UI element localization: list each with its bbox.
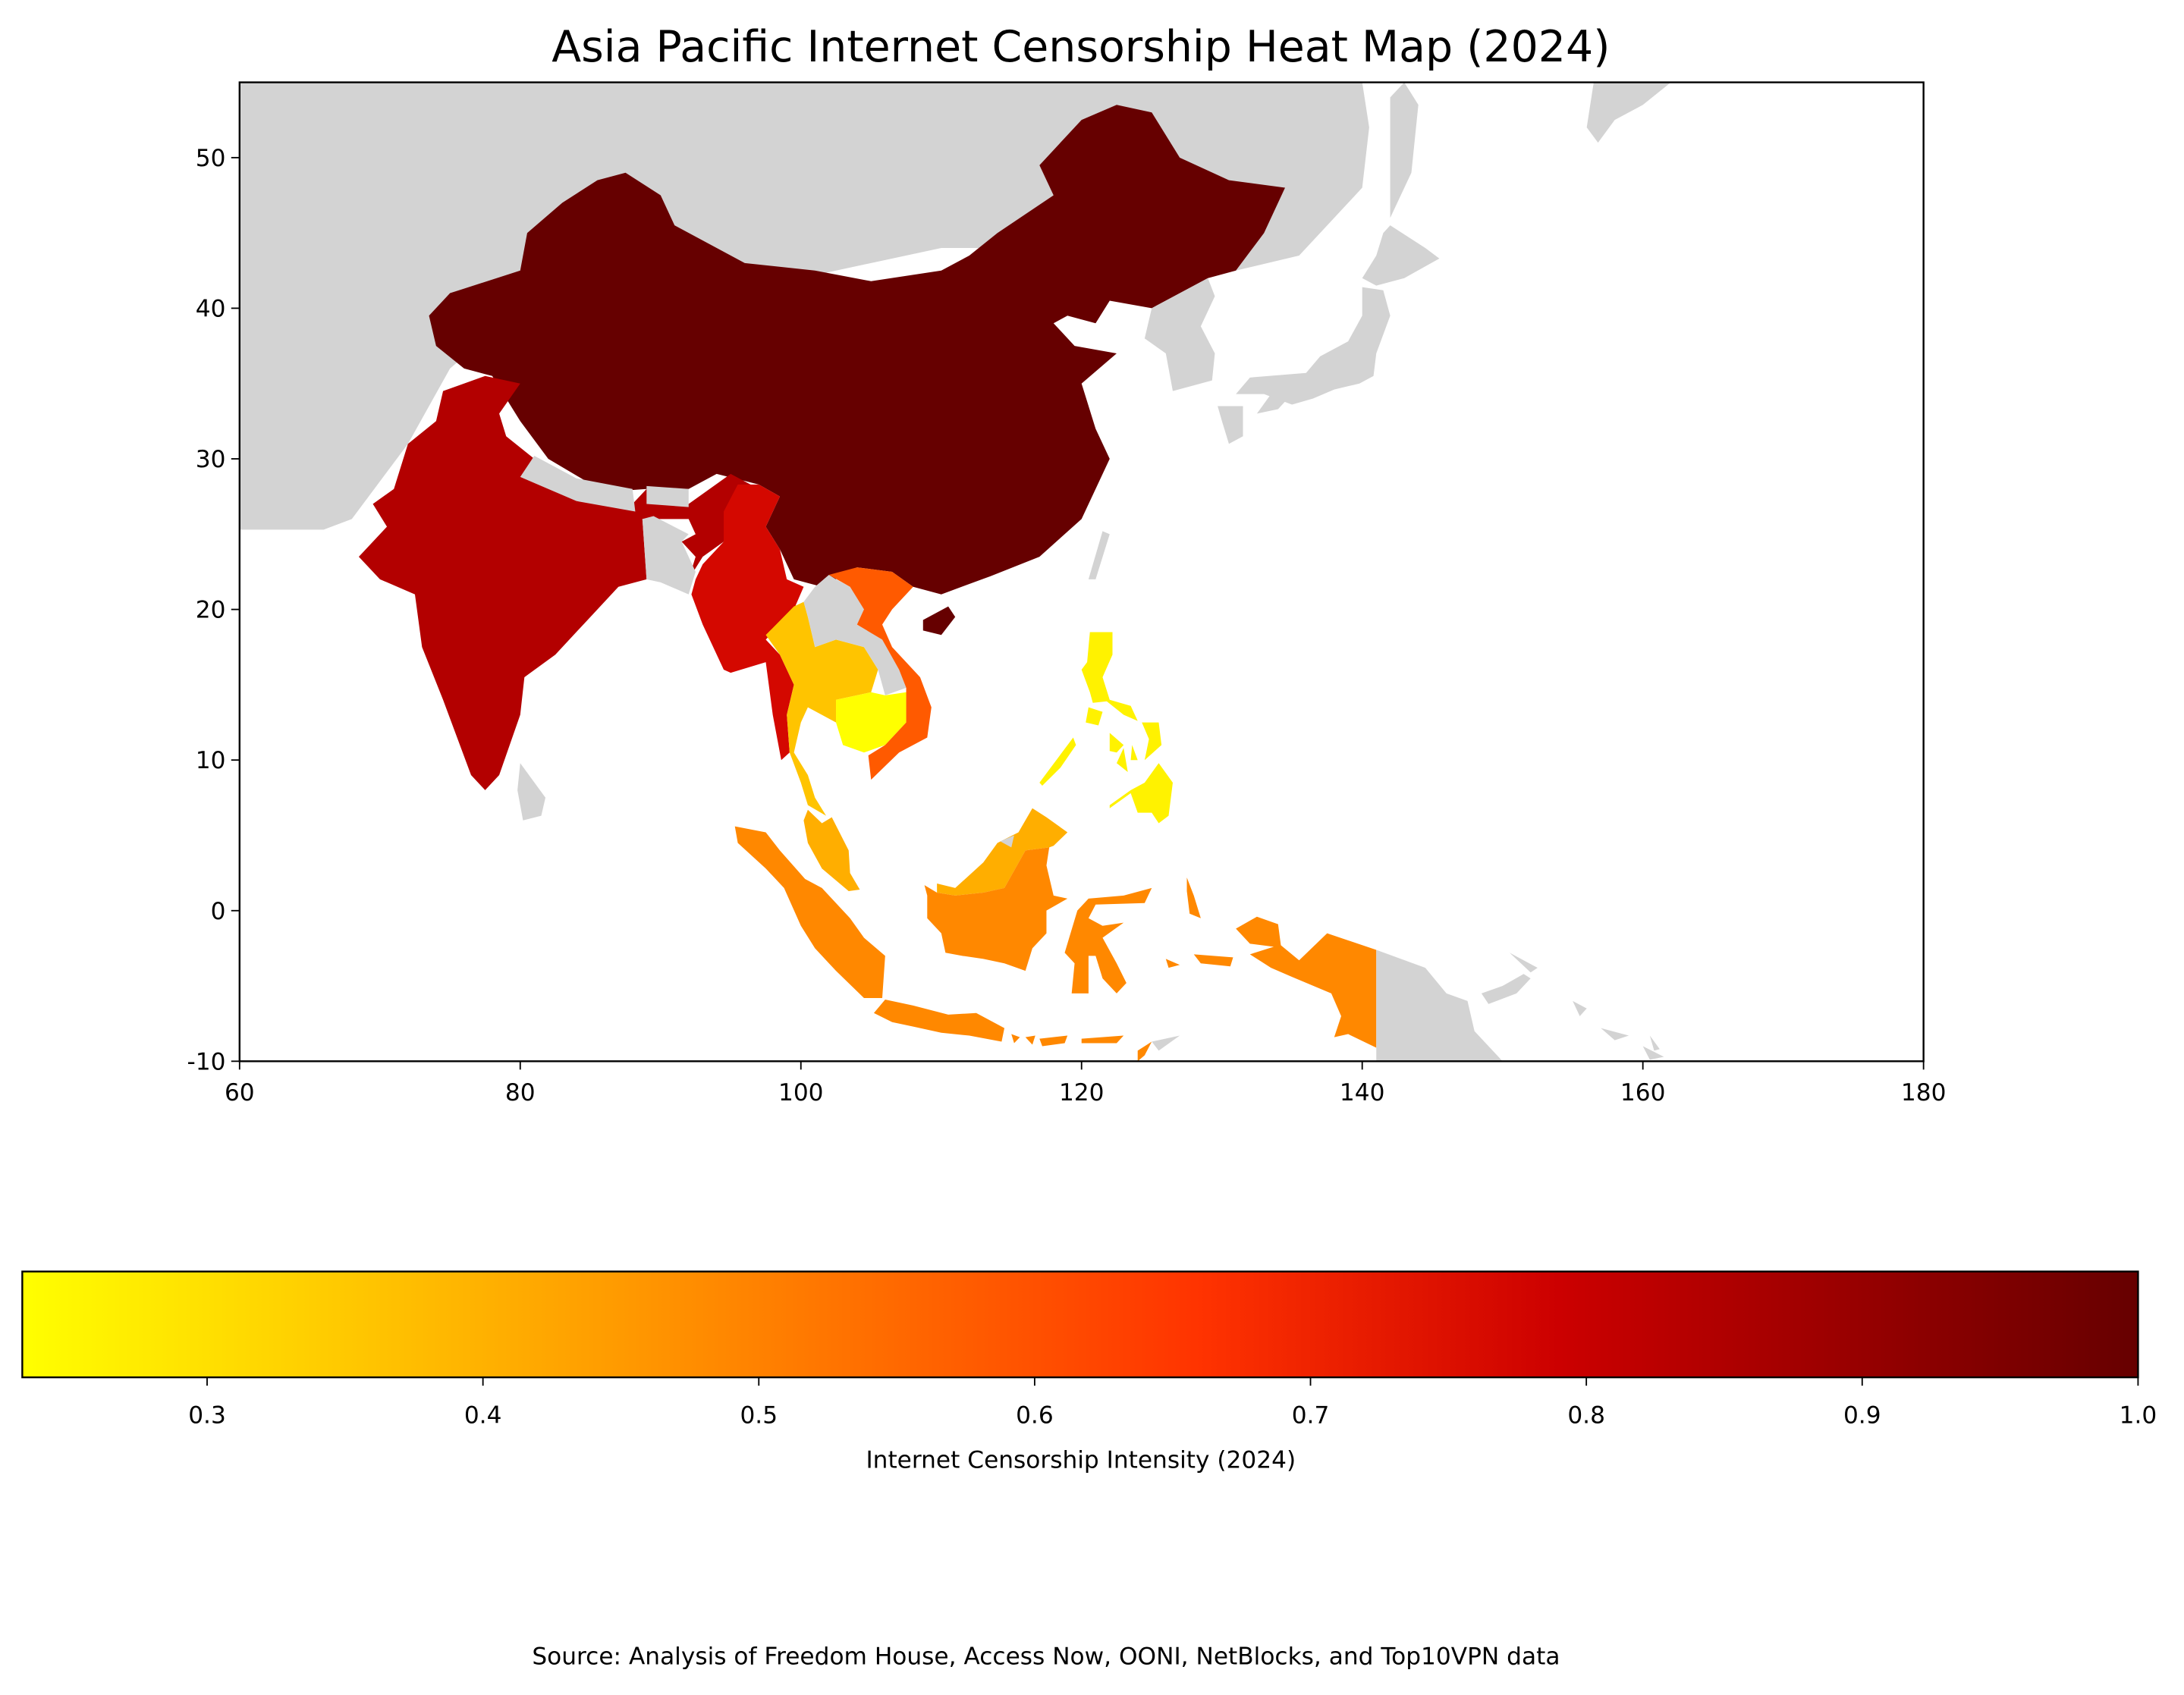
- x-tick-label: 140: [1340, 1079, 1385, 1106]
- y-tick-label: 30: [196, 446, 226, 473]
- country-png: [1376, 950, 1538, 1062]
- colorbar-tick-label: 1.0: [2120, 1402, 2157, 1430]
- x-tick-label: 120: [1059, 1079, 1105, 1106]
- country-kamchatka: [1586, 82, 1671, 143]
- country-sri-lanka: [517, 763, 546, 821]
- colorbar-tick-label: 0.9: [1843, 1402, 1881, 1430]
- country-brunei: [1000, 835, 1014, 848]
- map-area: [239, 82, 1671, 1062]
- colorbar-ticks: 0.3 0.4 0.5 0.6 0.7 0.8 0.9 1.0: [188, 1377, 2157, 1430]
- country-sakhalin: [1390, 82, 1419, 218]
- axes-frame: [238, 81, 1925, 1063]
- y-axis: -10 0 10 20 30 40 50: [187, 145, 240, 1075]
- country-japan: [1218, 225, 1440, 444]
- colorbar-tick-label: 0.6: [1016, 1402, 1054, 1430]
- colorbar-tick-label: 0.3: [188, 1402, 226, 1430]
- country-laos: [803, 574, 907, 695]
- x-tick-label: 80: [505, 1079, 536, 1106]
- country-myanmar: [691, 484, 804, 761]
- colorbar-tick-label: 0.8: [1567, 1402, 1605, 1430]
- x-axis: 60 80 100 120 140 160 180: [225, 1061, 1946, 1106]
- country-nepal: [520, 456, 636, 512]
- country-philippines: [1039, 632, 1173, 824]
- source-note: Source: Analysis of Freedom House, Acces…: [532, 1643, 1560, 1670]
- colorbar-tick-label: 0.4: [464, 1402, 502, 1430]
- country-malaysia: [803, 808, 1068, 896]
- x-tick-label: 60: [225, 1079, 255, 1106]
- x-tick-label: 100: [778, 1079, 824, 1106]
- y-tick-label: 40: [196, 295, 226, 322]
- colorbar-tick-label: 0.5: [740, 1402, 778, 1430]
- country-vietnam: [828, 567, 932, 780]
- x-tick-label: 160: [1620, 1079, 1666, 1106]
- y-tick-label: -10: [187, 1048, 225, 1075]
- country-timor-leste: [1152, 1035, 1180, 1051]
- country-bhutan: [646, 485, 689, 507]
- country-india: [358, 375, 759, 790]
- x-tick-label: 180: [1901, 1079, 1947, 1106]
- colorbar: [21, 1270, 2139, 1379]
- colorbar-label: Internet Censorship Intensity (2024): [866, 1446, 1296, 1474]
- country-cambodia: [836, 692, 907, 753]
- country-china: [429, 105, 1285, 636]
- y-tick-label: 50: [196, 145, 226, 172]
- country-bangladesh: [642, 516, 696, 595]
- colorbar-tick-label: 0.7: [1292, 1402, 1330, 1430]
- y-tick-label: 20: [196, 597, 226, 624]
- y-tick-label: 0: [211, 898, 226, 925]
- chart-title: Asia Pacific Internet Censorship Heat Ma…: [551, 22, 1610, 72]
- y-tick-label: 10: [196, 747, 226, 774]
- country-korea: [1144, 278, 1215, 391]
- country-thailand: [765, 601, 878, 816]
- country-indonesia: [734, 826, 1377, 1062]
- country-solomon: [1573, 1000, 1664, 1060]
- country-taiwan: [1088, 531, 1110, 579]
